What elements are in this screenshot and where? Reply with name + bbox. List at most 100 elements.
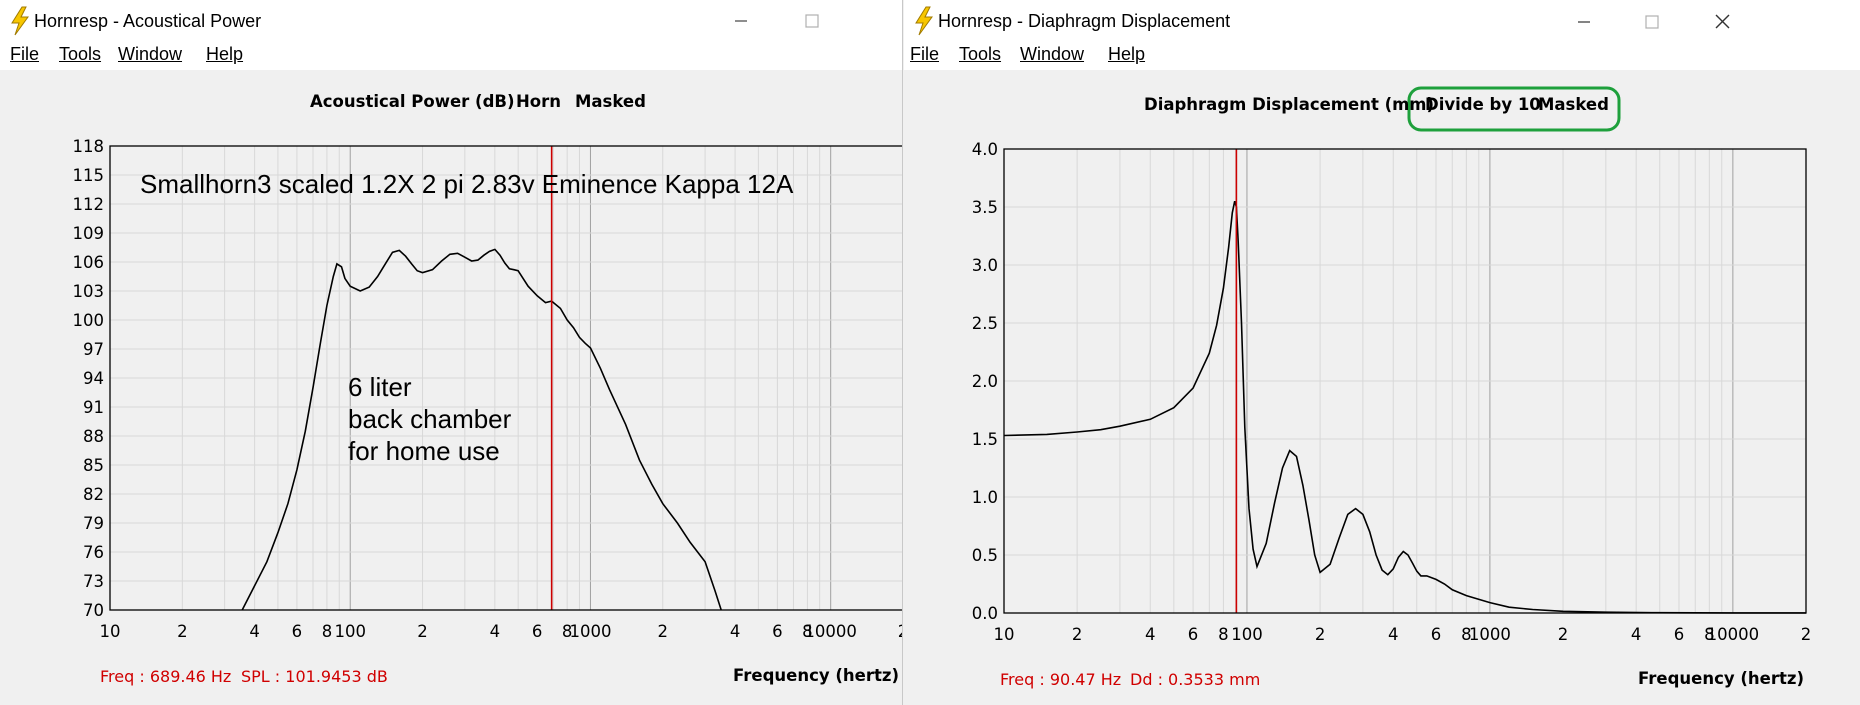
menu-bar: File Tools Window Help [904, 42, 1860, 70]
menu-file[interactable]: File [10, 44, 40, 64]
chart-title-measure: Acoustical Power (dB) [310, 92, 515, 111]
x-tick-label: 8 [322, 622, 333, 641]
x-tick-label: 6 [1674, 625, 1685, 644]
title-bar[interactable]: Hornresp - Acoustical Power [0, 0, 902, 42]
menu-window[interactable]: Window [118, 44, 183, 64]
diaphragm-displacement-curve [1003, 200, 1806, 614]
chart-title-masked: Masked [575, 92, 646, 111]
title-highlight-box [1407, 86, 1621, 132]
y-tick-label: 88 [83, 427, 104, 446]
maximize-icon[interactable] [786, 6, 838, 36]
menu-help[interactable]: Help [1108, 44, 1146, 64]
x-tick-label: 2 [1315, 625, 1326, 644]
y-tick-label: 76 [83, 543, 104, 562]
chart-title-measure: Diaphragm Displacement (mm) [1144, 95, 1434, 114]
x-tick-label: 1000 [1469, 625, 1511, 644]
acoustical-power-curve [241, 248, 722, 611]
y-tick-label: 94 [83, 369, 104, 388]
y-tick-label: 82 [83, 485, 104, 504]
y-tick-label: 2.0 [972, 372, 998, 391]
x-tick-label: 1000 [569, 622, 611, 641]
lightning-icon [915, 6, 933, 36]
close-icon[interactable] [1696, 6, 1748, 36]
y-tick-label: 0.5 [972, 546, 998, 565]
title-bar[interactable]: Hornresp - Diaphragm Displacement [904, 0, 1860, 42]
y-tick-label: 100 [73, 311, 105, 330]
x-tick-label: 2 [177, 622, 188, 641]
y-axis-ticks: 118 115 112 109 106 103 100 97 94 91 88 85 82 79 76 73 7… [73, 137, 105, 620]
x-tick-label: 10000 [1707, 625, 1760, 644]
x-tick-label: 2 [898, 622, 903, 641]
status-spl: SPL : 101.9453 dB [241, 667, 388, 686]
y-tick-label: 109 [73, 224, 105, 243]
annotation-line-3: for home use [348, 436, 500, 466]
maximize-icon[interactable] [1626, 6, 1678, 36]
y-tick-label: 2.5 [972, 314, 998, 333]
menu-tools[interactable]: Tools [59, 44, 102, 64]
x-tick-label: 100 [334, 622, 366, 641]
x-tick-label: 8 [1461, 625, 1472, 644]
y-tick-label: 118 [73, 137, 105, 156]
x-tick-label: 6 [1188, 625, 1199, 644]
y-tick-label: 115 [73, 166, 105, 185]
window-title: Hornresp - Acoustical Power [34, 11, 262, 31]
x-axis-title: Frequency (hertz) [1638, 669, 1804, 688]
x-tick-label: 6 [772, 622, 783, 641]
x-tick-label: 8 [802, 622, 813, 641]
y-tick-label: 70 [83, 601, 104, 620]
plot-grid [1004, 149, 1806, 613]
y-tick-label: 4.0 [972, 140, 998, 159]
menu-file[interactable]: File [910, 44, 940, 64]
minimize-icon[interactable] [1558, 6, 1610, 36]
acoustical-power-chart[interactable]: Acoustical Power (dB) Horn Masked 118 115… [0, 70, 903, 705]
menu-help[interactable]: Help [206, 44, 244, 64]
x-tick-label: 4 [1631, 625, 1642, 644]
x-tick-label: 2 [658, 622, 669, 641]
window-acoustical-power: Hornresp - Acoustical Power File Tools W… [0, 0, 903, 705]
annotation-line-1: 6 liter [348, 372, 412, 402]
y-tick-label: 97 [83, 340, 104, 359]
status-displacement: Dd : 0.3533 mm [1130, 670, 1260, 689]
x-tick-label: 4 [249, 622, 260, 641]
x-tick-label: 8 [1704, 625, 1715, 644]
y-tick-label: 112 [73, 195, 105, 214]
menu-window[interactable]: Window [1020, 44, 1085, 64]
x-tick-label: 10000 [804, 622, 857, 641]
plot-grid [110, 146, 902, 610]
x-tick-label: 4 [1388, 625, 1399, 644]
x-tick-label: 2 [417, 622, 428, 641]
y-tick-label: 3.0 [972, 256, 998, 275]
x-tick-label: 100 [1231, 625, 1263, 644]
x-tick-label: 6 [1431, 625, 1442, 644]
menu-tools[interactable]: Tools [959, 44, 1002, 64]
x-tick-label: 6 [292, 622, 303, 641]
y-tick-label: 85 [83, 456, 104, 475]
plot-frame [1003, 148, 1807, 614]
x-tick-label: 4 [1145, 625, 1156, 644]
x-tick-label: 10 [100, 622, 121, 641]
x-tick-label: 2 [1072, 625, 1083, 644]
y-tick-label: 79 [83, 514, 104, 533]
y-tick-label: 3.5 [972, 198, 998, 217]
x-tick-label: 4 [730, 622, 741, 641]
y-axis-ticks: 4.0 3.5 3.0 2.5 2.0 1.5 1.0 0.5 0.0 [972, 140, 998, 623]
x-tick-label: 8 [1218, 625, 1229, 644]
status-frequency: Freq : 90.47 Hz [1000, 670, 1121, 689]
chart-title-horn: Horn [516, 92, 561, 111]
y-tick-label: 73 [83, 572, 104, 591]
minimize-icon[interactable] [715, 6, 767, 36]
annotation-line-2: back chamber [348, 404, 512, 434]
x-tick-label: 4 [490, 622, 501, 641]
y-tick-label: 91 [83, 398, 104, 417]
plot-frame [109, 145, 902, 611]
y-tick-label: 0.0 [972, 604, 998, 623]
annotation-description: Smallhorn3 scaled 1.2X 2 pi 2.83v Eminen… [140, 169, 794, 199]
x-tick-label: 2 [1558, 625, 1569, 644]
y-tick-label: 103 [73, 282, 105, 301]
y-tick-label: 106 [73, 253, 105, 272]
chart-title-divide: Divide by 10 [1425, 95, 1541, 114]
diaphragm-displacement-chart[interactable]: Diaphragm Displacement (mm) Divide by 10… [904, 70, 1860, 705]
window-title: Hornresp - Diaphragm Displacement [938, 11, 1231, 31]
